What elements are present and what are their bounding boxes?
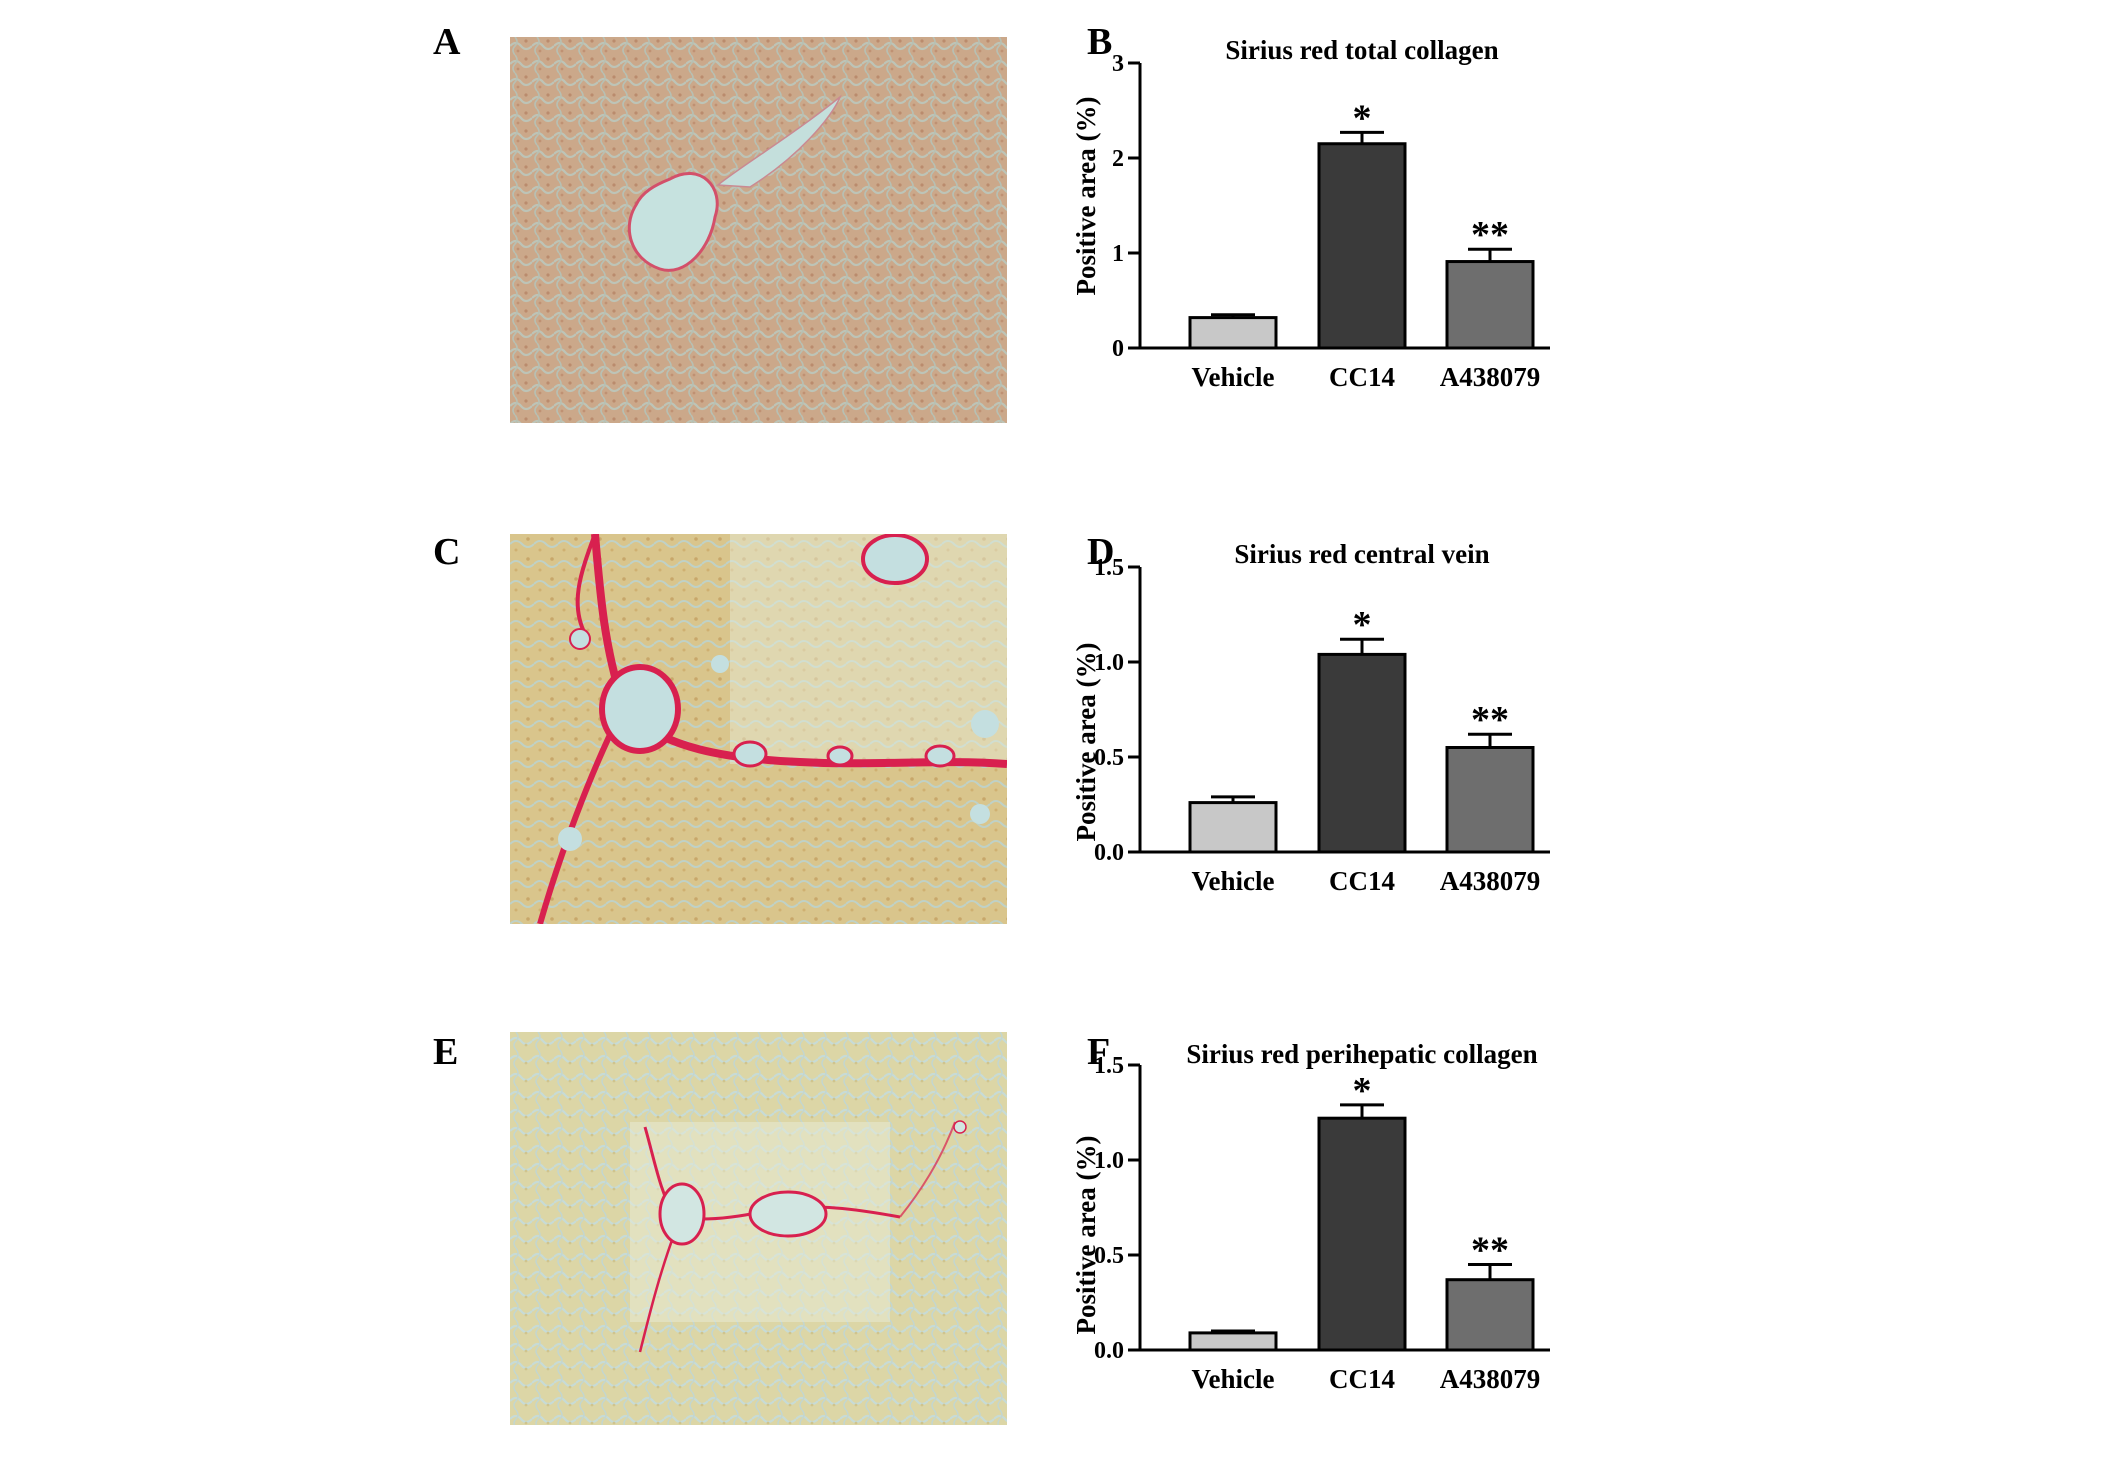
x-tick-label: A438079 bbox=[1440, 866, 1541, 896]
y-tick-label: 1.5 bbox=[1094, 1053, 1124, 1079]
y-tick-label: 0.5 bbox=[1094, 1243, 1124, 1269]
significance-marker: ** bbox=[1471, 699, 1509, 741]
y-tick-label: 1 bbox=[1112, 241, 1124, 267]
significance-marker: * bbox=[1353, 97, 1372, 139]
x-tick-label: Vehicle bbox=[1192, 866, 1275, 896]
chart-b: Sirius red total collagen Positive area … bbox=[1050, 28, 1650, 448]
y-tick-label: 0.0 bbox=[1094, 840, 1124, 866]
significance-marker: * bbox=[1353, 604, 1372, 646]
panel-letter-e: E bbox=[433, 1031, 459, 1073]
x-tick-label: Vehicle bbox=[1192, 1364, 1275, 1394]
panel-letter-b: B bbox=[1087, 21, 1113, 63]
x-tick-label: A438079 bbox=[1440, 1364, 1541, 1394]
bar-a438079 bbox=[1445, 1278, 1535, 1352]
y-tick-label: 0.0 bbox=[1094, 1338, 1124, 1364]
chart-title: Sirius red perihepatic collagen bbox=[1186, 1039, 1537, 1069]
y-tick-label: 0.5 bbox=[1094, 745, 1124, 771]
y-tick-label: 2 bbox=[1112, 146, 1124, 172]
x-tick-label: A438079 bbox=[1440, 362, 1541, 392]
chart-d: Sirius red central vein Positive area (%… bbox=[1050, 532, 1650, 952]
bar-a438079 bbox=[1445, 746, 1535, 854]
bar-a438079 bbox=[1445, 260, 1535, 350]
panel-letter-a: A bbox=[433, 21, 461, 63]
y-axis-label: Positive area (%) bbox=[1071, 643, 1101, 842]
significance-marker: * bbox=[1353, 1070, 1372, 1112]
panel-letter-f: F bbox=[1087, 1031, 1111, 1073]
y-tick-label: 0 bbox=[1112, 336, 1124, 362]
bar-cc14 bbox=[1317, 142, 1407, 350]
y-axis-label: Positive area (%) bbox=[1071, 1136, 1101, 1335]
chart-title: Sirius red central vein bbox=[1234, 539, 1489, 569]
y-tick-label: 1.0 bbox=[1094, 650, 1124, 676]
micrograph-e bbox=[510, 1032, 1007, 1425]
panel-letter-d: D bbox=[1087, 531, 1115, 573]
x-tick-label: CC14 bbox=[1329, 1364, 1395, 1394]
significance-marker: ** bbox=[1471, 1230, 1509, 1272]
y-axis-label: Positive area (%) bbox=[1071, 97, 1101, 296]
bar-cc14 bbox=[1317, 1116, 1407, 1352]
bar-vehicle bbox=[1188, 316, 1278, 350]
significance-marker: ** bbox=[1471, 214, 1509, 256]
chart-f: Sirius red perihepatic collagen Positive… bbox=[1050, 1030, 1650, 1450]
y-tick-label: 1.5 bbox=[1094, 555, 1124, 581]
bar-vehicle bbox=[1188, 801, 1278, 854]
micrograph-a bbox=[510, 37, 1007, 423]
panel-letter-c: C bbox=[433, 531, 461, 573]
x-tick-label: Vehicle bbox=[1192, 362, 1275, 392]
micrograph-c bbox=[510, 534, 1007, 924]
chart-title: Sirius red total collagen bbox=[1225, 35, 1498, 65]
y-tick-label: 3 bbox=[1112, 51, 1124, 77]
x-tick-label: CC14 bbox=[1329, 362, 1395, 392]
bar-cc14 bbox=[1317, 652, 1407, 854]
bar-vehicle bbox=[1188, 1331, 1278, 1352]
x-tick-label: CC14 bbox=[1329, 866, 1395, 896]
y-tick-label: 1.0 bbox=[1094, 1148, 1124, 1174]
